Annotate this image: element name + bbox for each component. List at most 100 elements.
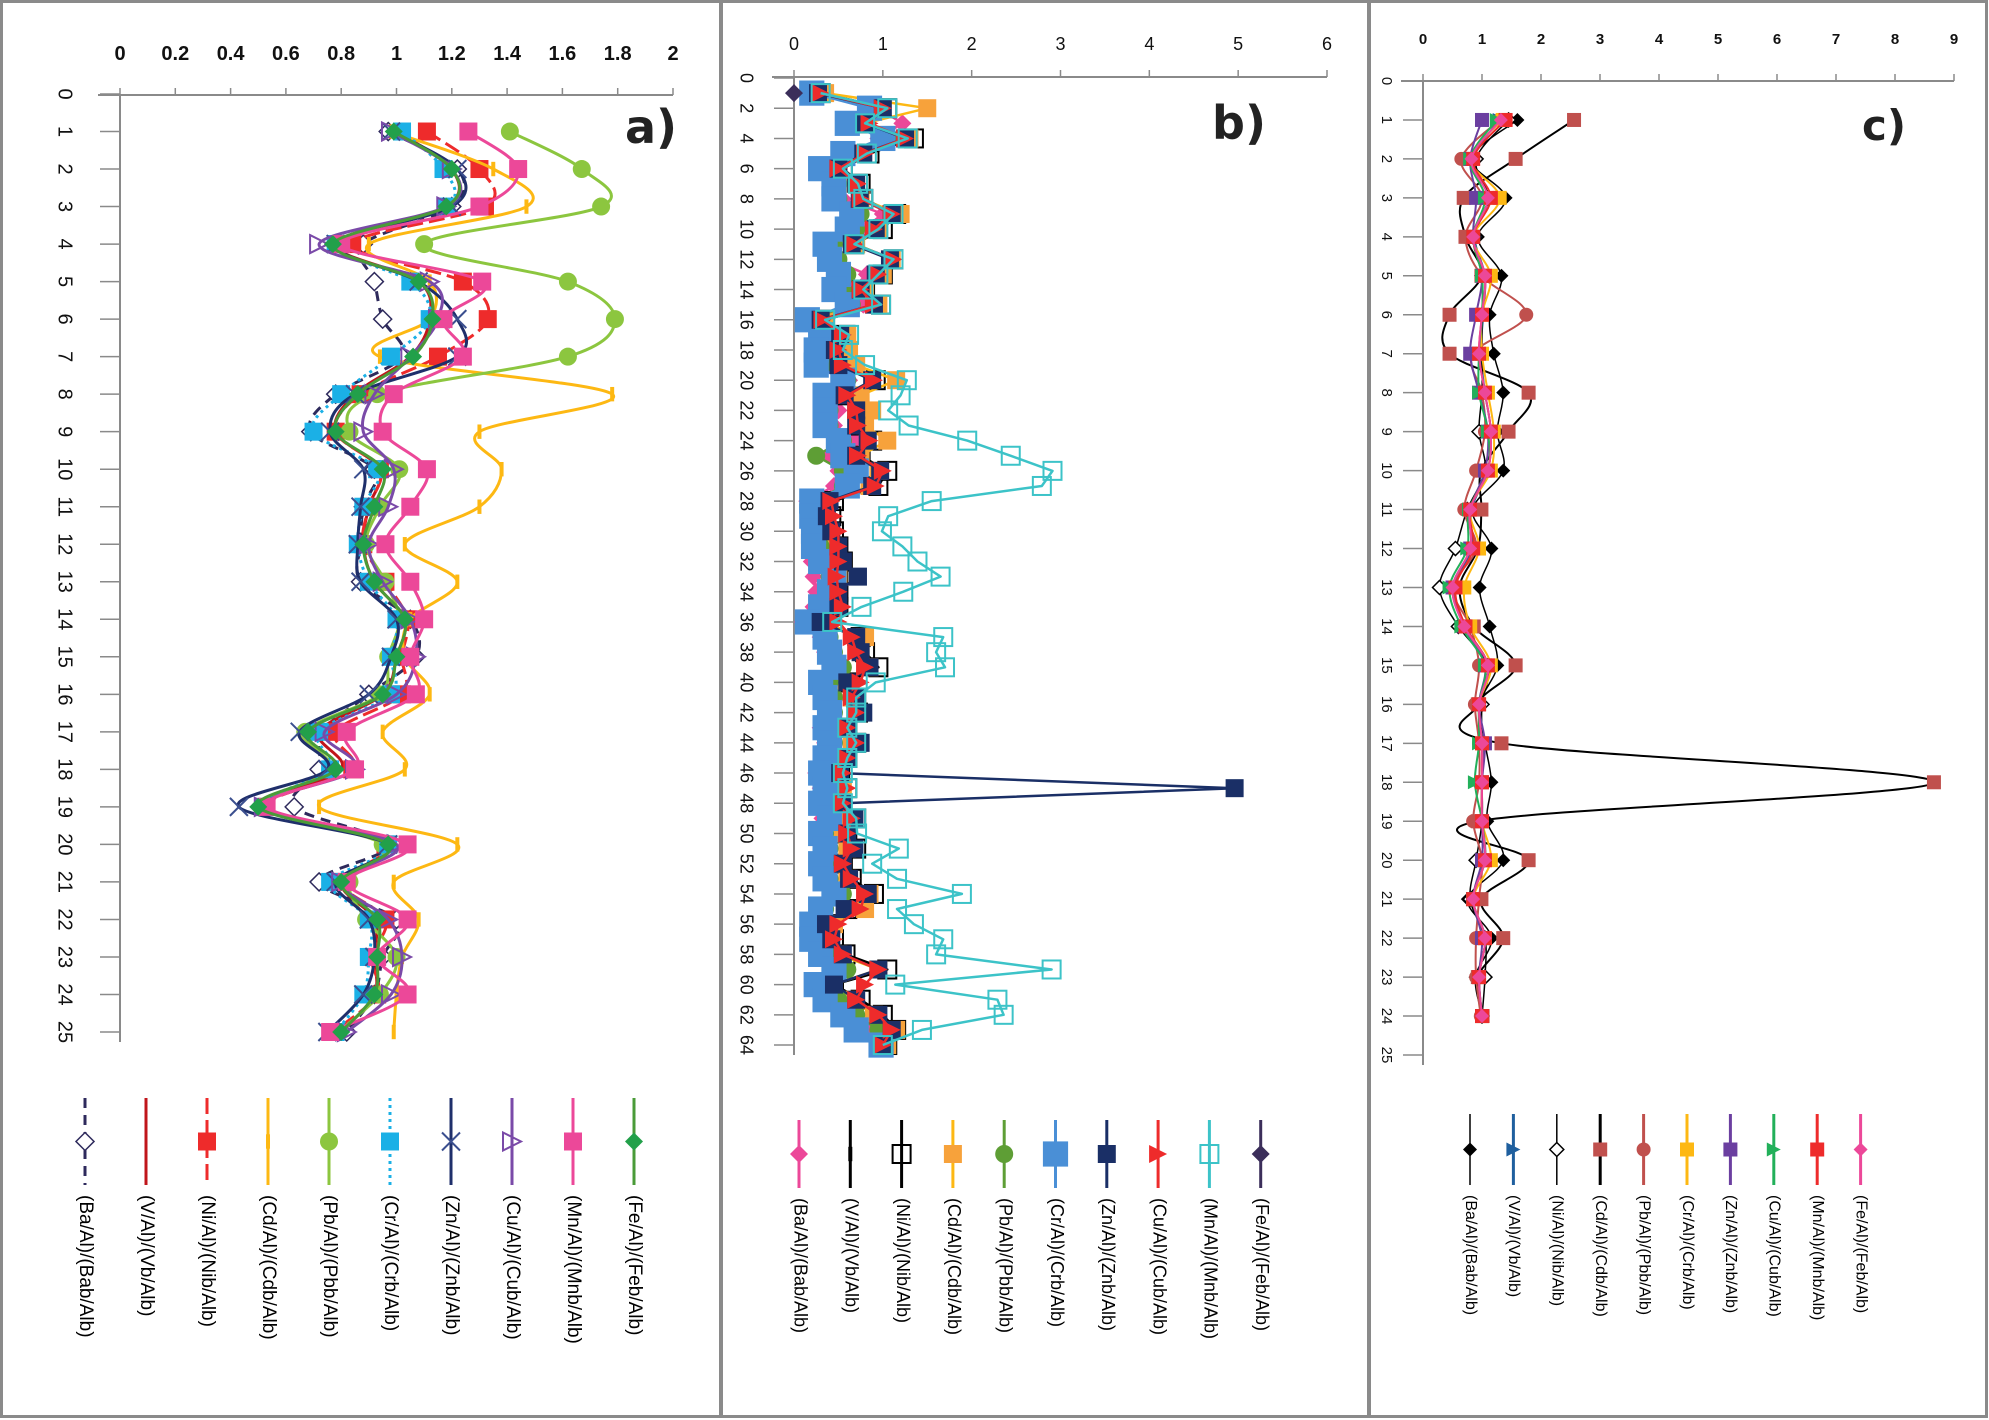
- category-tick-label: 54: [736, 884, 756, 904]
- data-point-marker: [1926, 775, 1941, 790]
- data-point-marker: [824, 930, 843, 949]
- data-point-marker: [402, 762, 407, 777]
- legend-label: (Fe/Al)/(Feb/Alb): [1252, 1198, 1272, 1331]
- data-point-marker: [372, 309, 393, 330]
- legend-marker-icon: [995, 1145, 1014, 1163]
- data-point-marker: [1041, 959, 1062, 980]
- data-point-marker: [829, 537, 848, 556]
- category-tick-label: 0: [736, 73, 756, 83]
- category-tick-label: 21: [54, 871, 76, 893]
- data-point-marker: [1225, 779, 1244, 798]
- data-point-marker: [1496, 385, 1511, 400]
- category-tick-label: 2: [54, 163, 76, 174]
- legend-item: (Pb/Al)/(Pbb/Alb): [995, 1120, 1015, 1333]
- value-tick-label: 1.6: [548, 43, 576, 65]
- series--zn-al-znb-alb-: [229, 121, 469, 1042]
- data-point-marker: [453, 347, 472, 366]
- value-tick-label: 5: [1714, 31, 1722, 48]
- data-point-marker: [815, 309, 836, 330]
- data-point-marker: [415, 610, 434, 629]
- category-tick-label: 9: [1378, 427, 1395, 435]
- data-point-marker: [893, 581, 914, 602]
- legend-marker-icon: [790, 1145, 808, 1163]
- data-point-marker: [848, 446, 867, 465]
- category-tick-label: 16: [1378, 696, 1395, 713]
- legend-marker-icon: [848, 1146, 853, 1162]
- data-point-marker: [478, 310, 497, 329]
- data-point-marker: [851, 189, 870, 208]
- data-point-marker: [1477, 268, 1492, 283]
- legend-label: (V/Al)/(Vb/Alb): [842, 1198, 862, 1313]
- value-tick-label: 9: [1950, 31, 1958, 48]
- category-tick-label: 21: [1378, 891, 1395, 908]
- category-tick-label: 18: [54, 758, 76, 780]
- legend-item: (Mn/Al)/(Mnb/Alb): [1199, 1120, 1221, 1339]
- category-tick-label: 24: [1378, 1008, 1395, 1025]
- category-tick-label: 20: [1378, 852, 1395, 869]
- value-tick-label: 7: [1832, 31, 1840, 48]
- data-point-marker: [1521, 385, 1536, 400]
- legend-label: (Mn/Al)/(Mnb/Alb): [563, 1195, 584, 1344]
- series-line: [820, 91, 1054, 1047]
- legend-marker-icon: [1463, 1142, 1477, 1157]
- data-point-marker: [332, 1023, 351, 1041]
- category-tick-label: 22: [736, 400, 756, 420]
- data-point-marker: [348, 385, 367, 404]
- category-tick-label: 2: [736, 103, 756, 113]
- data-point-marker: [890, 385, 911, 406]
- category-tick-label: 22: [1378, 930, 1395, 947]
- data-point-marker: [1493, 112, 1508, 127]
- legend-marker-icon: [1636, 1142, 1651, 1157]
- data-point-marker: [887, 899, 908, 920]
- data-point-marker: [878, 431, 897, 450]
- data-point-marker: [376, 535, 395, 554]
- data-point-marker: [391, 1024, 396, 1040]
- category-tick-label: 23: [54, 946, 76, 968]
- data-point-marker: [851, 673, 870, 692]
- series--cd-al-cdb-alb-: [1441, 112, 1941, 1024]
- legend-marker-icon: [198, 1132, 216, 1151]
- panel-label: a): [625, 100, 677, 154]
- category-tick-label: 11: [54, 496, 76, 517]
- legend-label: (Cd/Al)/(Cdb/Alb): [1592, 1195, 1609, 1317]
- legend-label: (Zn/Al)/(Znb/Alb): [1722, 1195, 1739, 1313]
- data-point-marker: [835, 900, 854, 919]
- legend-marker-icon: [1810, 1142, 1825, 1157]
- legend-label: (Mn/Al)/(Mnb/Alb): [1201, 1198, 1221, 1339]
- data-point-marker: [423, 310, 442, 329]
- data-point-marker: [499, 462, 504, 477]
- category-tick-label: 1: [1378, 116, 1395, 124]
- data-point-marker: [1445, 580, 1460, 595]
- data-point-marker: [391, 874, 396, 890]
- category-tick-label: 30: [736, 521, 756, 541]
- category-tick-label: 34: [736, 582, 756, 602]
- data-point-marker: [843, 1017, 869, 1043]
- data-point-marker: [883, 203, 904, 224]
- panel-label: c): [1862, 101, 1906, 150]
- data-point-marker: [1477, 853, 1492, 868]
- data-point-marker: [864, 371, 883, 390]
- category-tick-label: 10: [54, 458, 76, 480]
- data-point-marker: [907, 551, 928, 572]
- legend-label: (Ba/Al)/(Bab/Alb): [790, 1198, 810, 1333]
- data-point-marker: [1447, 540, 1464, 557]
- legend-label: (Fe/Al)/(Feb/Alb): [1852, 1195, 1869, 1313]
- data-point-marker: [827, 567, 846, 586]
- category-tick-label: 14: [1378, 618, 1395, 635]
- category-tick-label: 18: [736, 340, 756, 360]
- data-point-marker: [811, 612, 830, 631]
- data-point-marker: [1475, 1009, 1489, 1024]
- data-point-marker: [323, 235, 342, 254]
- legend-marker-icon: [1149, 1145, 1168, 1163]
- data-point-marker: [935, 657, 956, 678]
- data-point-marker: [855, 355, 876, 376]
- category-tick-label: 25: [54, 1021, 76, 1043]
- legend-label: (V/Al)/(Vb/Alb): [1505, 1195, 1522, 1297]
- legend-item: (Cd/Al)/(Cdb/Alb): [258, 1098, 279, 1340]
- data-point-marker: [833, 325, 852, 344]
- data-point-marker: [401, 497, 420, 516]
- legend-marker-icon: [1853, 1142, 1868, 1157]
- data-point-marker: [309, 233, 331, 255]
- data-point-marker: [918, 99, 937, 118]
- category-tick-label: 17: [54, 721, 76, 743]
